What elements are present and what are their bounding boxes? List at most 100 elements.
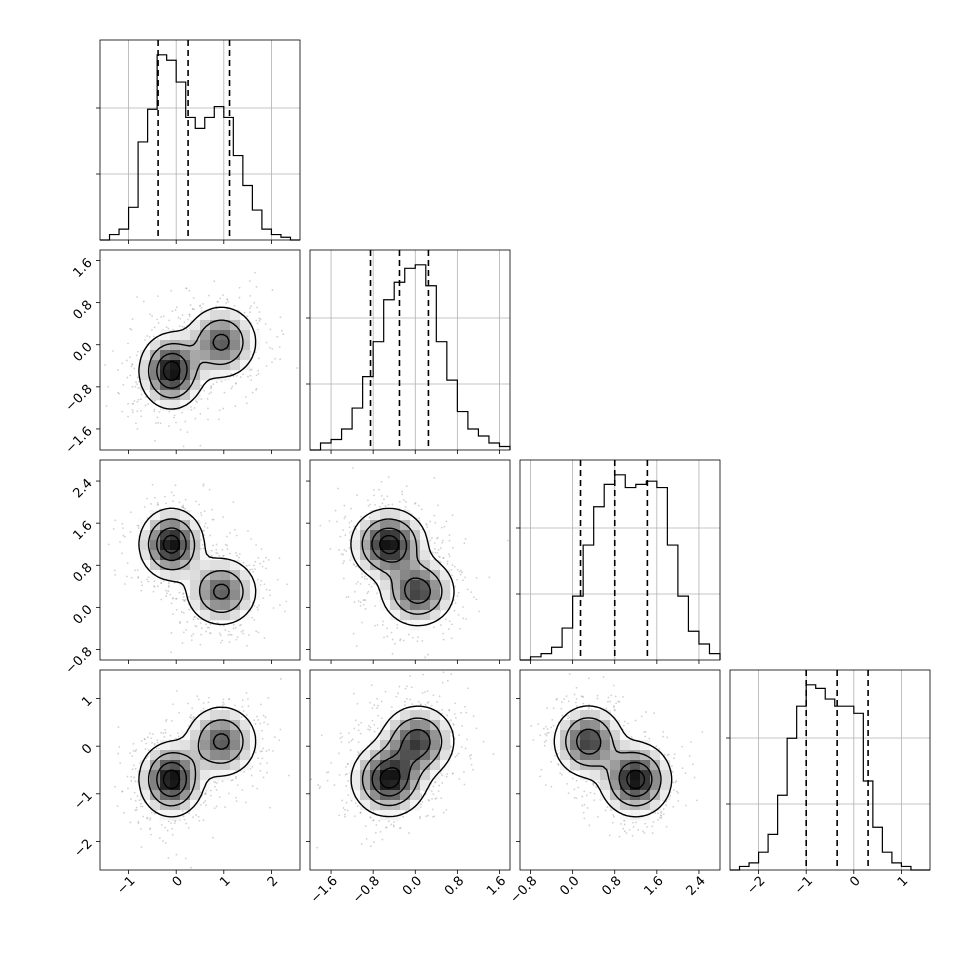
density-cell [150, 560, 161, 571]
density-cell [190, 730, 201, 741]
density-cell [200, 750, 211, 761]
contour-line-2 [371, 527, 431, 604]
scatter-point [434, 551, 437, 554]
scatter-point [188, 315, 191, 318]
scatter-point [425, 522, 428, 525]
scatter-point [166, 829, 169, 832]
scatter-point [170, 651, 173, 654]
density-cell [230, 740, 241, 751]
scatter-point [204, 792, 207, 794]
scatter-point [319, 785, 322, 788]
scatter-point [335, 520, 338, 523]
scatter-point [360, 515, 362, 518]
contour-line-3 [162, 769, 181, 790]
scatter-point [359, 601, 362, 604]
density-cell [390, 570, 401, 581]
scatter-point [158, 837, 161, 840]
scatter-point [445, 809, 448, 811]
scatter-point [269, 806, 271, 809]
scatter-point [262, 597, 265, 600]
scatter-point [421, 692, 424, 694]
scatter-point [233, 661, 235, 663]
density-cell [230, 340, 241, 351]
scatter-point [362, 603, 365, 606]
density-cell [350, 540, 361, 551]
scatter-point [221, 780, 224, 782]
scatter-point [182, 592, 185, 595]
scatter-point [165, 502, 167, 505]
scatter-point [450, 568, 453, 571]
scatter-point [141, 805, 144, 808]
density-cell [380, 520, 391, 531]
scatter-point [204, 623, 207, 626]
scatter-point [342, 529, 345, 531]
scatter-point [376, 707, 379, 709]
scatter-point [233, 304, 236, 307]
scatter-point [466, 588, 469, 591]
scatter-point [184, 507, 186, 510]
scatter-point [439, 624, 442, 626]
scatter-point [338, 773, 341, 776]
density-cell [220, 340, 231, 351]
density-cell [370, 520, 381, 531]
density-cell [180, 790, 191, 801]
scatter-point [157, 295, 159, 298]
scatter-point [179, 620, 181, 623]
scatter-point [429, 520, 432, 523]
scatter-point [162, 315, 165, 318]
scatter-point [127, 342, 129, 345]
scatter-point [257, 719, 260, 721]
density-cell [420, 550, 431, 561]
scatter-point [385, 826, 388, 829]
scatter-point [379, 830, 382, 833]
scatter-point [119, 762, 122, 765]
density-cell [380, 750, 391, 761]
scatter-point [127, 787, 129, 790]
scatter-point [122, 383, 125, 386]
scatter-point [357, 600, 360, 603]
scatter-point [140, 828, 142, 830]
scatter-point [409, 698, 411, 701]
density-cell [390, 770, 401, 781]
scatter-point [339, 535, 342, 538]
scatter-point [431, 536, 433, 539]
scatter-point [420, 708, 423, 710]
scatter-point [398, 500, 401, 503]
scatter-point [225, 535, 228, 538]
scatter-point [384, 505, 387, 507]
scatter-point [136, 296, 138, 298]
scatter-point [152, 590, 155, 593]
scatter-point [254, 560, 257, 563]
scatter-point [134, 385, 137, 388]
density-cell [220, 710, 231, 721]
scatter-point [112, 527, 115, 530]
density-cell [220, 720, 231, 731]
scatter-point [136, 524, 139, 527]
scatter-point [140, 393, 143, 396]
scatter-point [255, 319, 258, 322]
scatter-point [171, 827, 174, 830]
scatter-point [195, 625, 198, 628]
scatter-point [350, 520, 353, 522]
scatter-point [199, 412, 202, 415]
scatter-point [432, 785, 435, 788]
scatter-point [136, 383, 139, 386]
density-cell [200, 740, 211, 751]
scatter-point [150, 502, 153, 505]
scatter-point [188, 596, 190, 598]
scatter-point [134, 750, 137, 753]
scatter-point [164, 728, 166, 731]
scatter-point [364, 575, 366, 578]
scatter-point [357, 754, 360, 756]
scatter-point [148, 336, 151, 338]
scatter-point [356, 805, 359, 808]
hist-panel-3 [726, 669, 931, 874]
density-cell [390, 810, 401, 821]
density-cell [210, 360, 221, 371]
scatter-point [348, 741, 350, 744]
scatter-point [453, 565, 456, 568]
scatter-point [206, 526, 209, 529]
scatter-point [464, 705, 466, 708]
density-cell [430, 600, 441, 611]
scatter-point [226, 298, 229, 301]
